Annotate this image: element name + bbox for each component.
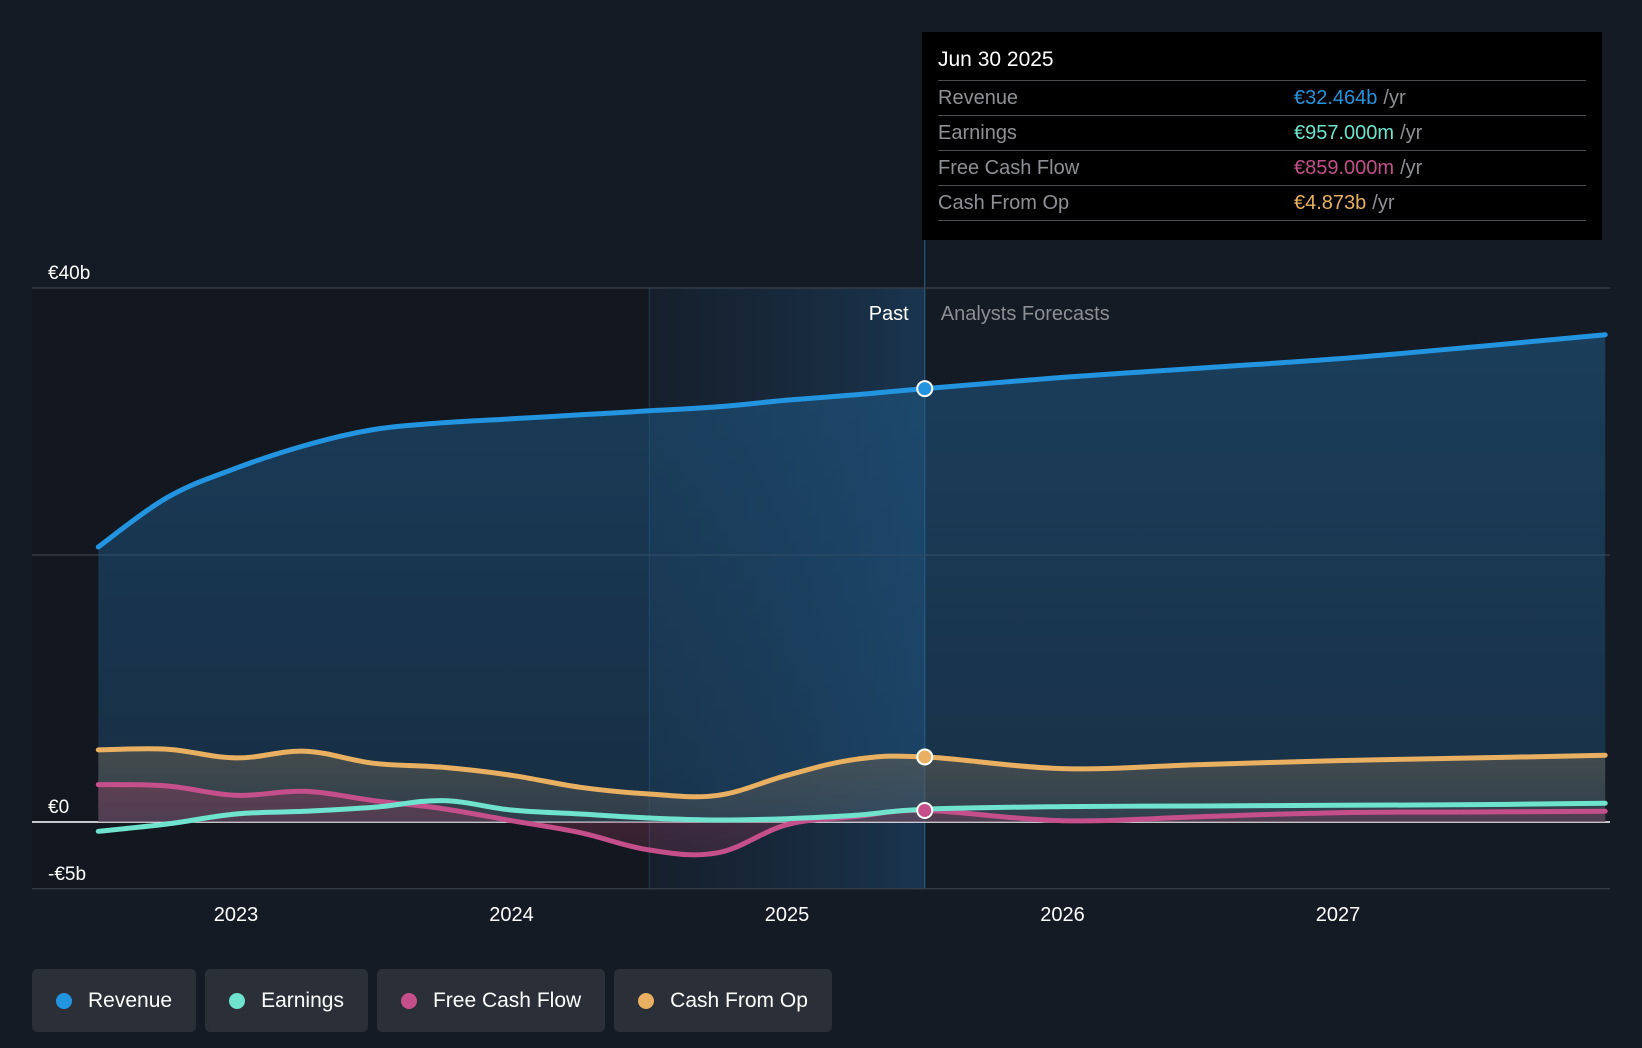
dot-icon	[400, 992, 417, 1009]
x-axis-label: 2026	[1040, 904, 1085, 926]
x-axis-label: 2024	[489, 904, 534, 926]
tooltip-label: Cash From Op	[938, 192, 1070, 214]
y-axis-label: €40b	[48, 263, 90, 284]
tooltip-label: Revenue	[938, 87, 1019, 109]
legend-item-revenue[interactable]: Revenue	[32, 969, 197, 1032]
x-axis-label: 2027	[1316, 904, 1361, 926]
x-axis-label: 2023	[214, 904, 259, 926]
tooltip-row-cash-from-op: Cash From Op €4.873b /yr	[938, 186, 1586, 221]
tooltip-value: €32.464b	[1294, 87, 1378, 109]
x-axis-label: 2025	[765, 904, 810, 926]
legend-label: Revenue	[88, 988, 173, 1012]
tooltip-unit: /yr	[1372, 192, 1395, 214]
dot-icon	[229, 992, 246, 1009]
tooltip-unit: /yr	[1400, 122, 1423, 144]
past-label: Past	[869, 303, 909, 325]
analysts-forecasts-label: Analysts Forecasts	[941, 303, 1110, 325]
revenue-marker	[916, 380, 934, 398]
tooltip-row-revenue: Revenue €32.464b /yr	[938, 81, 1586, 116]
free-cash-flow-area	[98, 784, 1606, 855]
y-axis-label: -€5b	[48, 864, 86, 885]
tooltip-label: Earnings	[938, 122, 1017, 144]
free-cash-flow-line	[95, 782, 1608, 858]
cash-from-op-marker	[916, 748, 934, 766]
revenue-line	[95, 332, 1608, 550]
earnings-line	[95, 798, 1608, 834]
y-axis-label: €0	[48, 797, 69, 818]
legend: Revenue Earnings Free Cash Flow Cash Fro…	[32, 969, 832, 1032]
dot-icon	[638, 992, 655, 1009]
tooltip-row-earnings: Earnings €957.000m /yr	[938, 116, 1586, 151]
legend-label: Free Cash Flow	[432, 988, 582, 1012]
legend-label: Earnings	[261, 988, 344, 1012]
tooltip: Jun 30 2025 Revenue €32.464b /yr Earning…	[922, 32, 1602, 240]
tooltip-unit: /yr	[1400, 157, 1423, 179]
revenue-area	[98, 334, 1606, 822]
tooltip-value: €957.000m	[1294, 122, 1395, 144]
legend-item-earnings[interactable]: Earnings	[205, 969, 368, 1032]
legend-label: Cash From Op	[670, 988, 808, 1012]
free-cash-flow-marker	[916, 802, 934, 820]
tooltip-date: Jun 30 2025	[938, 46, 1586, 81]
cash-from-op-line	[95, 746, 1608, 800]
tooltip-value: €4.873b	[1294, 192, 1367, 214]
legend-item-free-cash-flow[interactable]: Free Cash Flow	[376, 969, 606, 1032]
dot-icon	[56, 992, 72, 1009]
tooltip-value: €859.000m	[1294, 157, 1395, 179]
tooltip-unit: /yr	[1383, 87, 1406, 109]
tooltip-row-free-cash-flow: Free Cash Flow €859.000m /yr	[938, 151, 1586, 186]
tooltip-label: Free Cash Flow	[938, 157, 1080, 179]
legend-item-cash-from-op[interactable]: Cash From Op	[614, 969, 832, 1032]
